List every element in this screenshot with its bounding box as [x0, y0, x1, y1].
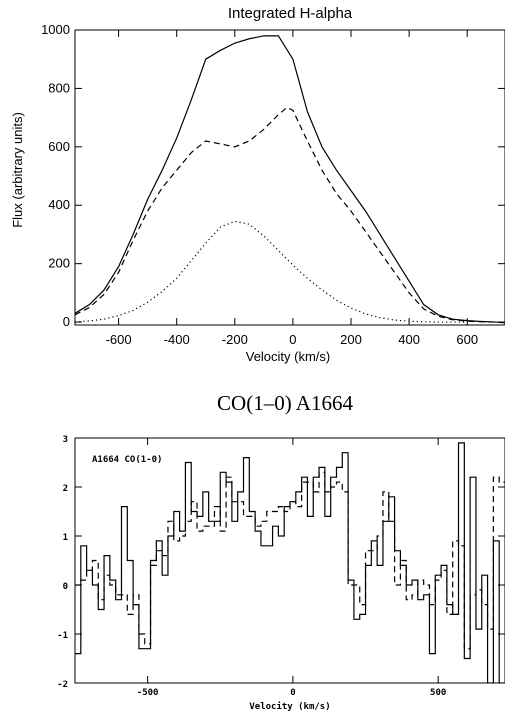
- halpha-plot-frame: [74, 29, 505, 326]
- halpha-series-dotted-line: [75, 220, 468, 323]
- halpha-y-tick-label: 1000: [41, 22, 70, 37]
- halpha-y-tick-label: 800: [48, 80, 70, 95]
- co-y-tick-label: -2: [57, 680, 68, 690]
- co-x-tick-label: 500: [430, 688, 446, 698]
- halpha-series: [75, 35, 505, 324]
- halpha-x-tick-label: 600: [456, 332, 478, 347]
- co-y-tick-label: 3: [63, 435, 68, 445]
- halpha-y-tick-label: 600: [48, 139, 70, 154]
- halpha-series-solid-line: [75, 35, 505, 324]
- halpha-x-tick-label: 200: [340, 332, 362, 347]
- halpha-x-tick-label: 0: [289, 332, 296, 347]
- co-y-tick-label: 0: [63, 582, 68, 592]
- halpha-chart: Integrated H-alpha Flux (arbitrary units…: [10, 5, 505, 364]
- halpha-y-tick-label: 400: [48, 197, 70, 212]
- co-chart-title: CO(1–0) A1664: [217, 391, 353, 415]
- co-y-tick-label: 1: [63, 533, 68, 543]
- co-ticks: -500 0 500 -2 -1 0 1 2 3: [57, 435, 505, 698]
- co-series: [75, 442, 505, 683]
- halpha-x-tick-label: -600: [106, 332, 132, 347]
- halpha-x-axis-label: Velocity (km/s): [246, 349, 331, 364]
- halpha-x-tick-label: -400: [164, 332, 190, 347]
- halpha-y-tick-label: 200: [48, 256, 70, 271]
- co-chart: CO(1–0) A1664 A1664 CO(1-0) Velocity (km…: [57, 391, 505, 712]
- halpha-chart-title: Integrated H-alpha: [228, 5, 353, 22]
- halpha-y-axis-label: Flux (arbitrary units): [10, 112, 25, 228]
- co-series-step-solid-line: [75, 442, 505, 683]
- halpha-x-tick-label: -200: [222, 332, 248, 347]
- halpha-y-tick-label: 0: [63, 314, 70, 329]
- co-y-tick-label: 2: [63, 484, 68, 494]
- co-x-axis-label: Velocity (km/s): [249, 701, 330, 712]
- co-x-tick-label: -500: [137, 688, 159, 698]
- co-series-step-dashed-line: [75, 471, 505, 650]
- co-y-tick-label: -1: [57, 631, 68, 641]
- halpha-ticks: -600 -400 -200 0 200 400 600 0 200 400 600 800 1000: [41, 22, 505, 347]
- co-annotation: A1664 CO(1-0): [92, 455, 162, 465]
- co-plot-frame: [74, 437, 505, 684]
- halpha-x-tick-label: 400: [398, 332, 420, 347]
- co-x-tick-label: 0: [290, 688, 295, 698]
- halpha-series-dashed-line: [75, 106, 505, 324]
